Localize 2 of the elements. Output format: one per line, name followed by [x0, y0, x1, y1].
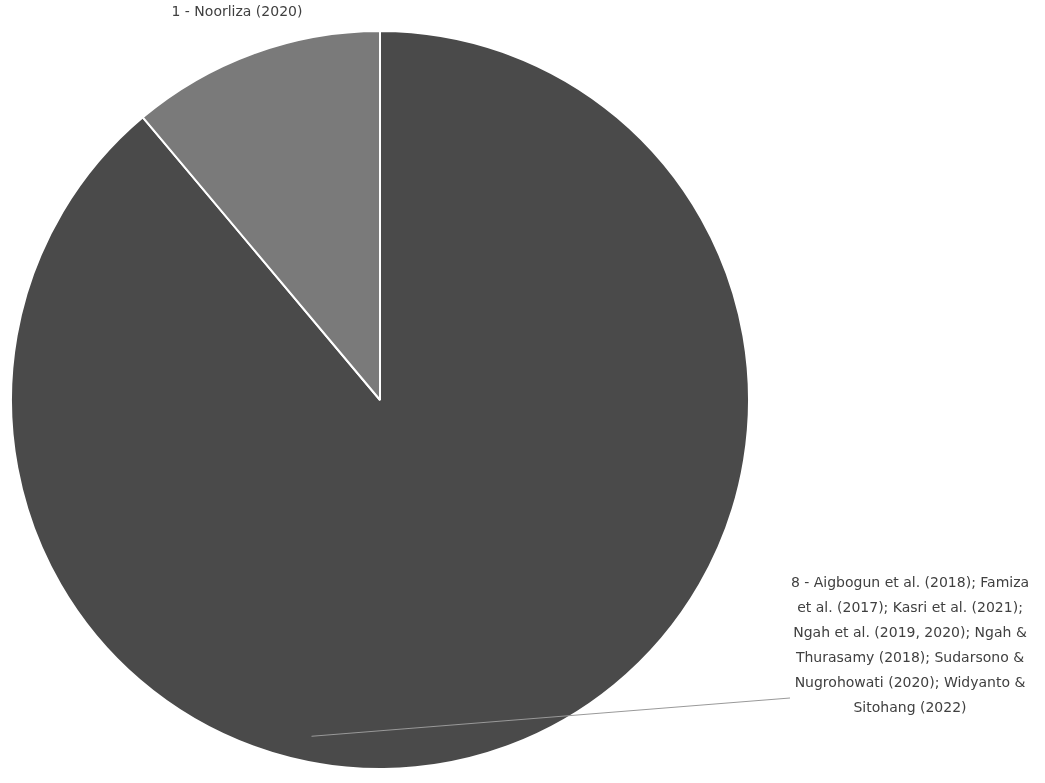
slice-label: 1 - Noorliza (2020): [171, 2, 303, 19]
slice-label: 8 - Aigbogun et al. (2018); Famiza et al. (2017); Kasri et al. (2021); Ngah et al. (2019, 2020); Ngah & Thurasamy (2018); Sudarsono & Nugrohowati (2020); Widyanto & Sitohang (2022): [790, 573, 1030, 715]
